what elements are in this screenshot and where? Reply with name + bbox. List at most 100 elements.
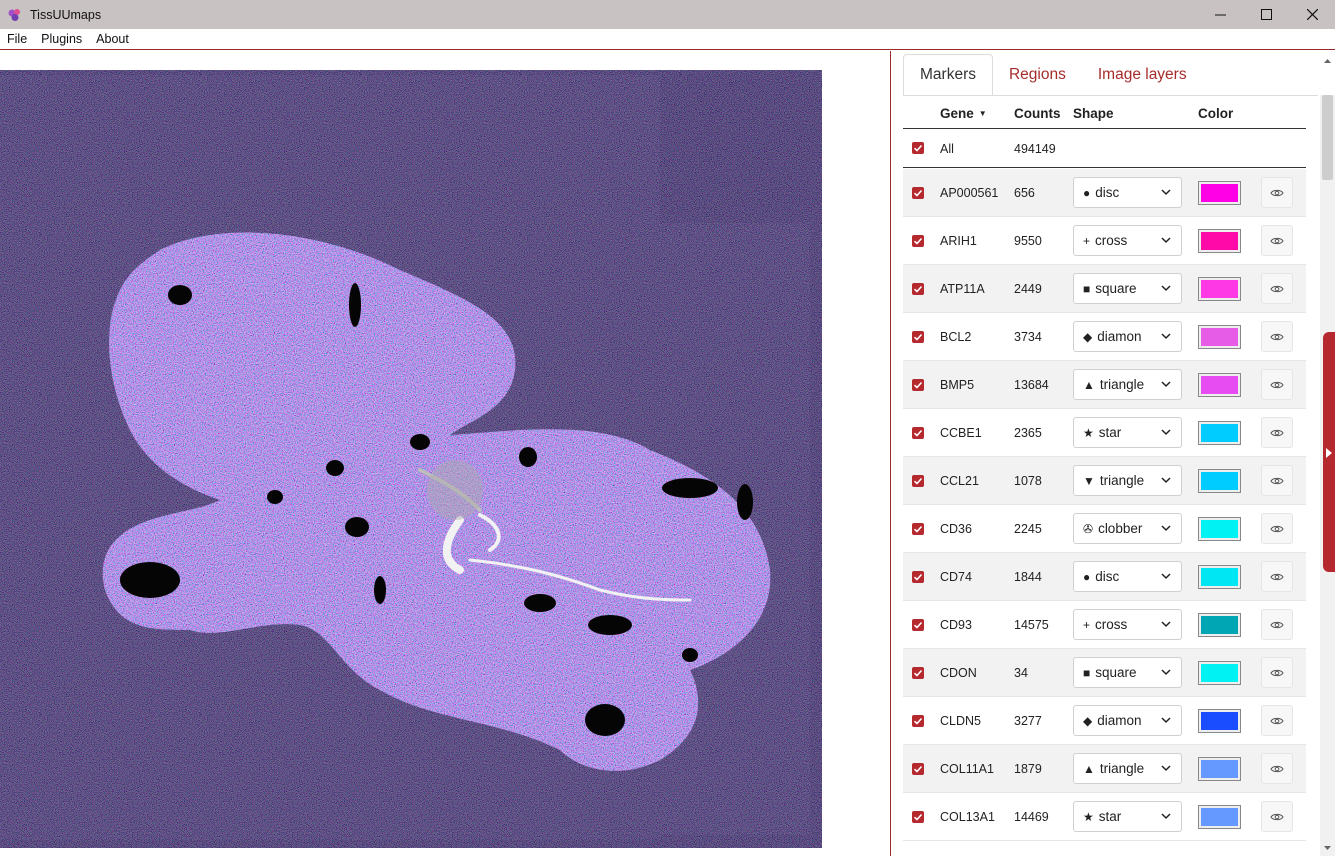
color-swatch[interactable] xyxy=(1198,757,1241,781)
marker-checkbox[interactable] xyxy=(912,427,924,439)
color-swatch[interactable] xyxy=(1198,469,1241,493)
color-swatch[interactable] xyxy=(1198,325,1241,349)
color-swatch[interactable] xyxy=(1198,661,1241,685)
color-swatch[interactable] xyxy=(1198,277,1241,301)
shape-value: square xyxy=(1095,281,1137,296)
shape-value: square xyxy=(1095,665,1137,680)
marker-checkbox[interactable] xyxy=(912,763,924,775)
color-swatch[interactable] xyxy=(1198,421,1241,445)
toggle-visibility-button[interactable] xyxy=(1261,369,1293,400)
marker-checkbox[interactable] xyxy=(912,331,924,343)
color-swatch[interactable] xyxy=(1198,565,1241,589)
panel-divider[interactable] xyxy=(890,51,891,856)
close-button[interactable] xyxy=(1289,0,1335,29)
scroll-down-icon[interactable] xyxy=(1322,842,1333,854)
shape-symbol-icon: ● xyxy=(1083,569,1091,584)
color-swatch[interactable] xyxy=(1198,229,1241,253)
tab-regions[interactable]: Regions xyxy=(1008,66,1066,83)
check-icon xyxy=(913,285,923,293)
toggle-visibility-button[interactable] xyxy=(1261,321,1293,352)
toggle-visibility-button[interactable] xyxy=(1261,513,1293,544)
shape-symbol-icon: ▼ xyxy=(1083,473,1095,488)
marker-checkbox[interactable] xyxy=(912,283,924,295)
marker-checkbox[interactable] xyxy=(912,187,924,199)
shape-symbol-icon: ★ xyxy=(1083,809,1094,824)
chevron-down-icon xyxy=(1161,477,1171,484)
color-swatch[interactable] xyxy=(1198,613,1241,637)
toggle-visibility-button[interactable] xyxy=(1261,609,1293,640)
check-icon xyxy=(913,669,923,677)
scroll-thumb[interactable] xyxy=(1322,95,1333,180)
shape-select[interactable]: ● disc xyxy=(1073,177,1182,208)
minimize-button[interactable] xyxy=(1197,0,1243,29)
eye-icon xyxy=(1270,525,1284,532)
shape-symbol-icon: + xyxy=(1083,233,1091,248)
shape-value: triangle xyxy=(1099,377,1145,392)
color-fill xyxy=(1201,760,1238,778)
marker-checkbox[interactable] xyxy=(912,667,924,679)
image-viewer[interactable] xyxy=(0,51,890,856)
toggle-visibility-button[interactable] xyxy=(1261,225,1293,256)
tissue-image[interactable] xyxy=(0,70,822,848)
shape-select[interactable]: ◆ diamon xyxy=(1073,705,1182,736)
gene-name: ARIH1 xyxy=(940,234,977,248)
marker-checkbox[interactable] xyxy=(912,619,924,631)
tab-image-layers[interactable]: Image layers xyxy=(1097,66,1187,83)
marker-checkbox[interactable] xyxy=(912,811,924,823)
color-swatch[interactable] xyxy=(1198,517,1241,541)
marker-checkbox[interactable] xyxy=(912,715,924,727)
shape-select[interactable]: ✇ clobber xyxy=(1073,513,1182,544)
shape-value: triangle xyxy=(1099,761,1145,776)
tab-markers[interactable]: Markers xyxy=(903,54,993,96)
toggle-visibility-button[interactable] xyxy=(1261,561,1293,592)
color-fill xyxy=(1201,328,1238,346)
table-row: CLDN5 3277 ◆ diamon xyxy=(903,697,1306,745)
marker-checkbox[interactable] xyxy=(912,235,924,247)
header-counts[interactable]: Counts xyxy=(1014,106,1061,121)
table-row: ATP11A 2449 ■ square xyxy=(903,265,1306,313)
toggle-visibility-button[interactable] xyxy=(1261,465,1293,496)
color-fill xyxy=(1201,280,1238,298)
toggle-visibility-button[interactable] xyxy=(1261,417,1293,448)
gene-name: COL13A1 xyxy=(940,810,995,824)
shape-select[interactable]: ▼ triangle xyxy=(1073,465,1182,496)
header-gene[interactable]: Gene ▼ xyxy=(940,106,987,121)
marker-checkbox[interactable] xyxy=(912,379,924,391)
shape-select[interactable]: ★ star xyxy=(1073,417,1182,448)
all-checkbox[interactable] xyxy=(912,142,924,154)
shape-select[interactable]: ● disc xyxy=(1073,561,1182,592)
menu-about[interactable]: About xyxy=(96,32,129,46)
shape-select[interactable]: ▲ triangle xyxy=(1073,369,1182,400)
color-swatch[interactable] xyxy=(1198,373,1241,397)
eye-icon xyxy=(1270,333,1284,340)
shape-select[interactable]: ■ square xyxy=(1073,657,1182,688)
marker-checkbox[interactable] xyxy=(912,571,924,583)
color-swatch[interactable] xyxy=(1198,709,1241,733)
shape-select[interactable]: + cross xyxy=(1073,225,1182,256)
check-icon xyxy=(913,621,923,629)
toggle-visibility-button[interactable] xyxy=(1261,753,1293,784)
toggle-visibility-button[interactable] xyxy=(1261,801,1293,832)
shape-select[interactable]: ★ star xyxy=(1073,801,1182,832)
shape-value: disc xyxy=(1095,569,1120,584)
toggle-visibility-button[interactable] xyxy=(1261,657,1293,688)
gene-count: 2365 xyxy=(1014,426,1042,440)
scroll-up-icon[interactable] xyxy=(1322,55,1333,67)
color-swatch[interactable] xyxy=(1198,805,1241,829)
marker-checkbox[interactable] xyxy=(912,523,924,535)
toggle-visibility-button[interactable] xyxy=(1261,177,1293,208)
toggle-visibility-button[interactable] xyxy=(1261,705,1293,736)
shape-select[interactable]: ■ square xyxy=(1073,273,1182,304)
menu-plugins[interactable]: Plugins xyxy=(41,32,83,46)
toggle-visibility-button[interactable] xyxy=(1261,273,1293,304)
shape-select[interactable]: ▲ triangle xyxy=(1073,753,1182,784)
color-fill xyxy=(1201,520,1238,538)
shape-select[interactable]: + cross xyxy=(1073,609,1182,640)
maximize-button[interactable] xyxy=(1243,0,1289,29)
menu-file[interactable]: File xyxy=(7,32,28,46)
collapse-panel-handle[interactable] xyxy=(1323,332,1335,572)
marker-checkbox[interactable] xyxy=(912,475,924,487)
color-swatch[interactable] xyxy=(1198,181,1241,205)
gene-count: 3277 xyxy=(1014,714,1042,728)
shape-select[interactable]: ◆ diamon xyxy=(1073,321,1182,352)
